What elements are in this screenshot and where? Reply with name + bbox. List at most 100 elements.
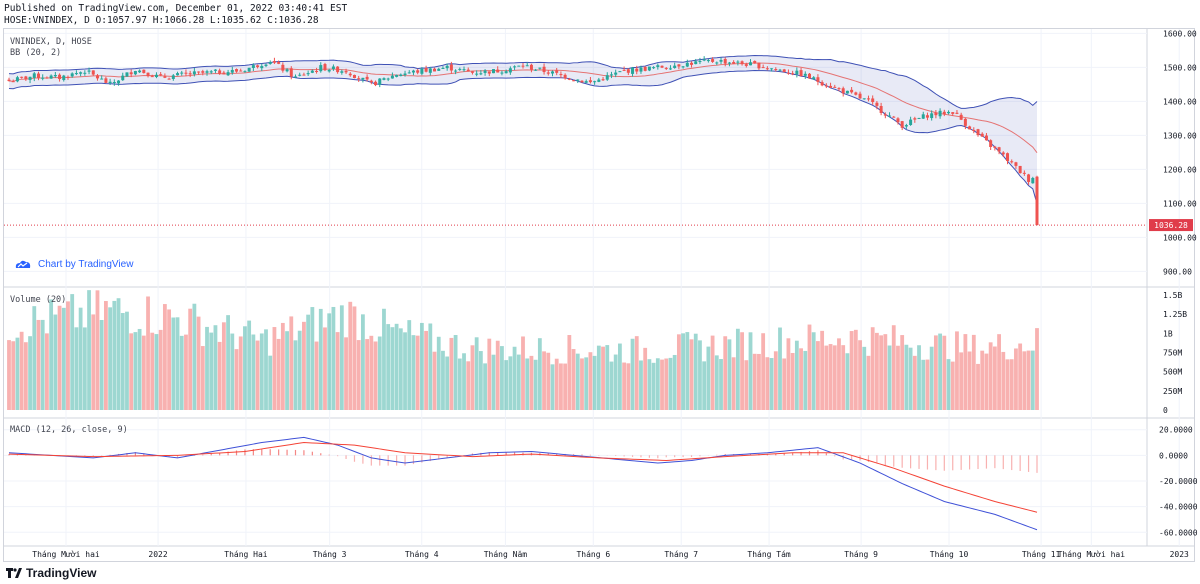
- candle-body: [235, 69, 239, 72]
- volume-bar: [883, 334, 888, 410]
- candle-body: [904, 125, 908, 127]
- price-tick-label: 1000.00: [1163, 233, 1197, 242]
- candle-body: [1035, 176, 1039, 226]
- candle-body: [976, 129, 980, 136]
- volume-bar: [474, 337, 479, 410]
- time-tick-label: Tháng 6: [576, 550, 610, 559]
- volume-bar: [1001, 351, 1006, 410]
- volume-bar: [205, 326, 209, 410]
- volume-bar: [647, 359, 652, 410]
- macd-line: [8, 436, 1038, 531]
- volume-bar: [997, 334, 1001, 410]
- tradingview-cloud-icon: [15, 260, 31, 268]
- volume-bar: [141, 335, 146, 410]
- volume-bar: [744, 360, 749, 410]
- candle-body: [816, 77, 820, 82]
- volume-bar: [849, 331, 854, 410]
- volume-bar: [483, 363, 487, 410]
- candle-body: [786, 72, 790, 74]
- candle-body: [180, 72, 184, 74]
- volume-bar: [512, 346, 517, 410]
- candle-body: [614, 72, 618, 75]
- candle-body: [399, 74, 403, 77]
- candle-body: [567, 78, 571, 80]
- axes: 1600.00 1500.00 1400.00 1300.00 1200.00 1100.…: [32, 29, 1197, 559]
- volume-bar: [394, 323, 399, 410]
- tradingview-logo-icon: [6, 568, 22, 578]
- candle-body: [1031, 177, 1035, 184]
- candle-body: [947, 111, 951, 114]
- candle-body: [264, 64, 268, 66]
- volume-bar: [462, 353, 466, 410]
- candle-body: [256, 65, 260, 68]
- volume-bar: [407, 320, 412, 410]
- footer-brand: TradingView: [26, 566, 97, 580]
- time-tick-label: 2022: [148, 550, 167, 559]
- volume-bar: [365, 339, 370, 410]
- candle-body: [925, 115, 929, 118]
- candle-body: [7, 79, 11, 82]
- candle-body: [740, 61, 744, 65]
- macd-tick-label: -40.0000: [1159, 503, 1198, 512]
- candle-body: [197, 71, 201, 73]
- candle-body: [643, 66, 647, 71]
- volume-bar: [896, 345, 900, 410]
- candle-body: [45, 77, 49, 79]
- bb-fill: [9, 55, 1037, 204]
- candle-body: [879, 106, 883, 113]
- volume-bar: [264, 329, 268, 410]
- volume-tick-label: 1B: [1163, 329, 1173, 338]
- volume-bar: [714, 355, 719, 410]
- candle-body: [534, 69, 538, 71]
- volume-bar: [495, 340, 500, 410]
- volume-bar: [816, 341, 820, 410]
- volume-bar: [327, 313, 332, 410]
- candle-body: [361, 77, 365, 80]
- volume-bar: [466, 361, 471, 410]
- bb-lower-line: [8, 69, 1038, 204]
- candle-body: [352, 74, 356, 79]
- candle-body: [209, 71, 213, 73]
- candle-body: [411, 70, 415, 73]
- candle-body: [968, 126, 972, 130]
- candle-body: [445, 65, 449, 69]
- candle-body: [260, 66, 264, 69]
- volume-bar: [344, 337, 348, 410]
- volume-bar: [53, 314, 58, 410]
- volume-bar: [794, 340, 799, 410]
- volume-bar: [516, 354, 521, 410]
- volume-bar: [91, 314, 96, 410]
- volume-bar: [575, 353, 580, 410]
- candle-body: [306, 73, 310, 75]
- volume-bar: [693, 333, 698, 410]
- price-tick-label: 1600.00: [1163, 29, 1197, 38]
- candle-body: [694, 61, 698, 65]
- candle-body: [866, 98, 870, 100]
- chart-by-tradingview[interactable]: Chart by TradingView: [14, 258, 133, 270]
- volume-bar: [243, 326, 247, 410]
- candle-body: [909, 119, 913, 125]
- volume-bar: [445, 356, 450, 410]
- candle-body: [609, 74, 613, 76]
- candle-body: [382, 78, 386, 80]
- candle-body: [222, 72, 226, 75]
- volume-bar: [912, 355, 917, 410]
- candle-body: [626, 69, 630, 73]
- volume-bar: [546, 352, 551, 410]
- candle-body: [635, 68, 639, 72]
- candle-body: [112, 82, 116, 84]
- volume-bar: [361, 314, 365, 410]
- volume-bar: [66, 301, 70, 410]
- footer-logo[interactable]: TradingView: [6, 566, 96, 580]
- last-price-badge: [1149, 219, 1193, 232]
- volume-bar: [651, 362, 656, 410]
- candle-body: [428, 68, 432, 73]
- volume-bar: [980, 350, 985, 410]
- candle-body: [323, 64, 327, 71]
- candle-body: [765, 68, 769, 70]
- price-pane-title: VNINDEX, D, HOSE: [10, 37, 92, 47]
- volume-bar: [824, 345, 829, 410]
- time-tick-label: Tháng 7: [664, 550, 698, 559]
- candle-body: [833, 86, 837, 88]
